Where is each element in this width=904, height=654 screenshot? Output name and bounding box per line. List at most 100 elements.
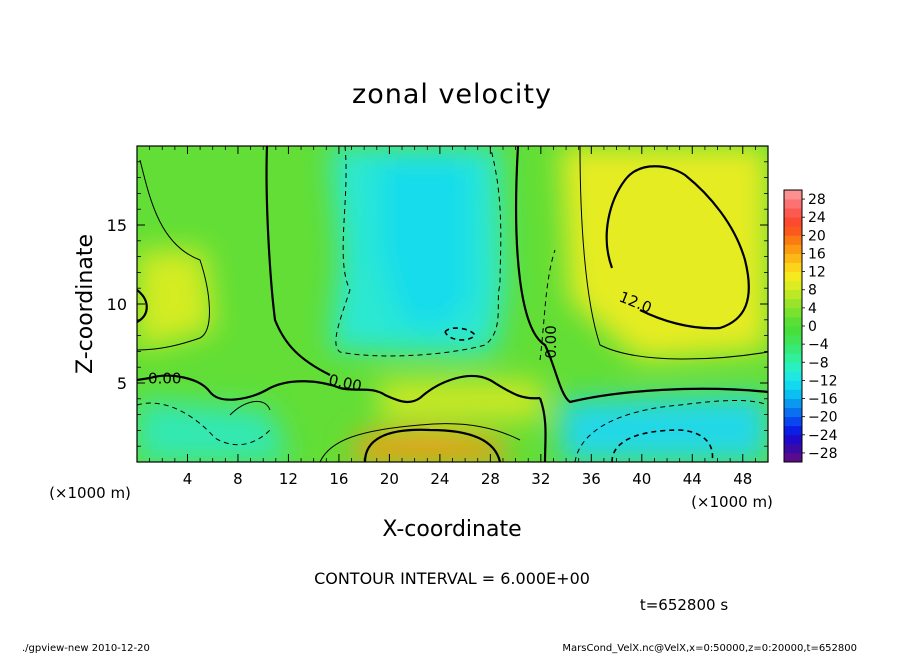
colorbar-swatch: [784, 443, 802, 454]
contour-label: 0.00: [542, 325, 560, 358]
colorbar-swatch: [784, 190, 802, 200]
colorbar-label: 0: [808, 319, 817, 335]
x-tick-label: 16: [329, 470, 348, 488]
colorbar-swatch: [784, 316, 802, 327]
colorbar-swatch: [784, 371, 802, 381]
contour-zero-ridge: [265, 146, 331, 376]
colorbar-swatch: [784, 434, 802, 445]
contour-six-right: [579, 146, 768, 360]
colorbar-swatch: [784, 262, 802, 272]
x-tick-label: 28: [481, 470, 500, 488]
contour-zero-lobe: [419, 375, 541, 400]
x-tick-label: 32: [531, 470, 550, 488]
x-tick-label: 20: [380, 470, 399, 488]
field-region-right-yellow: [560, 146, 768, 360]
colorbar-label: 16: [808, 246, 826, 262]
y-tick-label: 10: [107, 295, 127, 314]
colorbar-label: −28: [808, 446, 838, 462]
colorbar-swatch: [784, 289, 802, 300]
contour-minus12: [444, 327, 476, 341]
field-region-bottom-orange: [350, 432, 510, 462]
colorbar-swatch: [784, 244, 802, 254]
colorbar-swatch: [784, 362, 802, 372]
colorbar-swatch: [784, 416, 802, 427]
colorbar-swatch: [784, 307, 802, 318]
x-tick-label: 8: [233, 470, 243, 488]
y-tick-label: 15: [107, 216, 127, 235]
contour-label: 0.00: [148, 369, 181, 387]
colorbar-label: −16: [808, 392, 838, 408]
field-region-bottom-left-cyan: [137, 400, 290, 462]
field-region-mid-yellow: [380, 380, 545, 420]
colorbar-label: 4: [808, 301, 817, 317]
colorbar-swatch: [784, 380, 802, 390]
x-unit-label-right: (×1000 m): [691, 493, 773, 511]
contour-zero-left: [137, 374, 421, 404]
colorbar-swatch: [784, 235, 802, 245]
y-tick-label: 5: [117, 374, 127, 393]
colorbar-label: −20: [808, 410, 838, 426]
colorbar-label: −8: [808, 355, 829, 371]
colorbar-label: 28: [808, 192, 826, 208]
colorbar-label: 12: [808, 265, 826, 281]
contour-zero-vertical: [538, 397, 547, 462]
contour-twelve: [605, 165, 750, 330]
x-tick-label: 24: [430, 470, 449, 488]
colorbar-swatch: [784, 253, 802, 263]
colorbar-swatch: [784, 398, 802, 408]
x-tick-label: 4: [183, 470, 193, 488]
colorbar-swatch: [784, 389, 802, 399]
y-axis-label: Z-coordinate: [73, 234, 98, 374]
colorbar-swatch: [784, 199, 802, 209]
colorbar-swatch: [784, 452, 802, 463]
x-unit-label-left: (×1000 m): [49, 484, 131, 502]
colorbar-label: 24: [808, 210, 826, 226]
colorbar-swatch: [784, 335, 802, 345]
colorbar-swatch: [784, 208, 802, 218]
y-axis-ticks: 5 10 15: [107, 161, 768, 447]
contour-minus6-upper-right: [539, 249, 556, 361]
colorbar-swatch: [784, 226, 802, 236]
time-text: t=652800 s: [640, 596, 728, 614]
field-region-bottom-right-cyan: [560, 395, 768, 462]
colorbar-swatch: [784, 280, 802, 291]
contour-lines: [137, 146, 768, 462]
colorbar-swatch: [784, 217, 802, 227]
colorbar-swatch: [784, 344, 802, 354]
contour-twelve-bottom: [363, 428, 502, 462]
x-tick-label: 36: [582, 470, 601, 488]
colorbar-swatch: [784, 298, 802, 309]
contour-minus6-center: [335, 146, 502, 357]
footer-right: MarsCond_VelX.nc@VelX,x=0:50000,z=0:2000…: [562, 643, 857, 654]
contour-interval-text: CONTOUR INTERVAL = 6.000E+00: [314, 569, 590, 588]
colorbar-swatch: [784, 425, 802, 436]
contour-six-small: [229, 400, 271, 416]
colorbar-swatch: [784, 353, 802, 363]
field-region-center-cyan-core: [380, 160, 470, 330]
chart-title: zonal velocity: [352, 79, 552, 110]
colorbar-label: 8: [808, 283, 817, 299]
x-tick-label: 48: [733, 470, 752, 488]
colorbar-swatch: [784, 271, 802, 282]
colorbar-label: −12: [808, 373, 838, 389]
footer-left: ./gpview-new 2010-12-20: [22, 643, 150, 654]
contour-six-left: [137, 159, 210, 351]
contour-minus6-rightbottom: [574, 400, 768, 462]
contour-six-lower: [319, 423, 521, 462]
x-axis-label: X-coordinate: [382, 517, 521, 542]
x-tick-label: 40: [632, 470, 651, 488]
x-tick-label: 12: [279, 470, 298, 488]
colorbar-swatch: [784, 407, 802, 418]
contour-minus6-leftbottom: [137, 402, 271, 446]
x-tick-label: 44: [683, 470, 702, 488]
contour-minus18: [611, 429, 714, 462]
colorbar: 28 24 20 16 12 8 4 0 −4 −8 −12 −16 −20 −24 −28: [783, 189, 838, 463]
colorbar-swatch: [784, 326, 802, 336]
colorbar-label: −4: [808, 337, 829, 353]
field-region-left-yellow: [137, 250, 215, 350]
colorbar-label: −24: [808, 428, 838, 444]
x-axis-ticks: 4 8 12 16 20 24 28 32 36 40 44 48: [149, 146, 756, 488]
colorbar-label: 20: [808, 228, 826, 244]
